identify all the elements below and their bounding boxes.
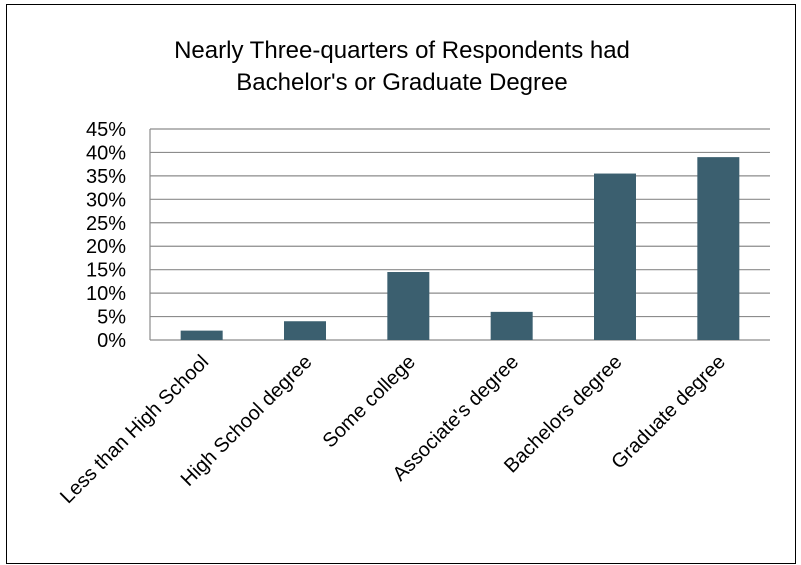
y-tick-label: 40% [86,142,126,164]
y-tick-label: 20% [86,236,126,258]
bar-chart: 0%5%10%15%20%25%30%35%40%45% Less than H… [56,119,770,508]
x-category-label: Graduate degree [607,351,729,473]
chart-title-line-1: Nearly Three-quarters of Respondents had [174,37,630,64]
gridlines [149,128,770,341]
bar [697,157,740,340]
y-tick-label: 45% [86,119,126,141]
y-tick-label: 30% [86,189,126,211]
bar [284,321,326,340]
chart-frame: Nearly Three-quarters of Respondents had… [6,4,796,564]
bar [594,173,636,340]
y-tick-label: 10% [86,283,126,305]
chart-title-line-2: Bachelor's or Graduate Degree [236,69,568,96]
y-tick-label: 25% [86,213,126,235]
y-tick-label: 5% [97,307,126,329]
y-tick-label: 0% [97,330,126,352]
x-category-label: Some college [319,351,420,452]
y-axis-ticks: 0%5%10%15%20%25%30%35%40%45% [86,119,126,352]
y-tick-label: 15% [86,260,126,282]
bar [387,272,430,340]
bar [180,330,223,340]
y-tick-label: 35% [86,166,126,188]
bar [490,311,533,340]
bars [180,157,740,340]
chart-title: Nearly Three-quarters of Respondents had… [7,35,797,99]
